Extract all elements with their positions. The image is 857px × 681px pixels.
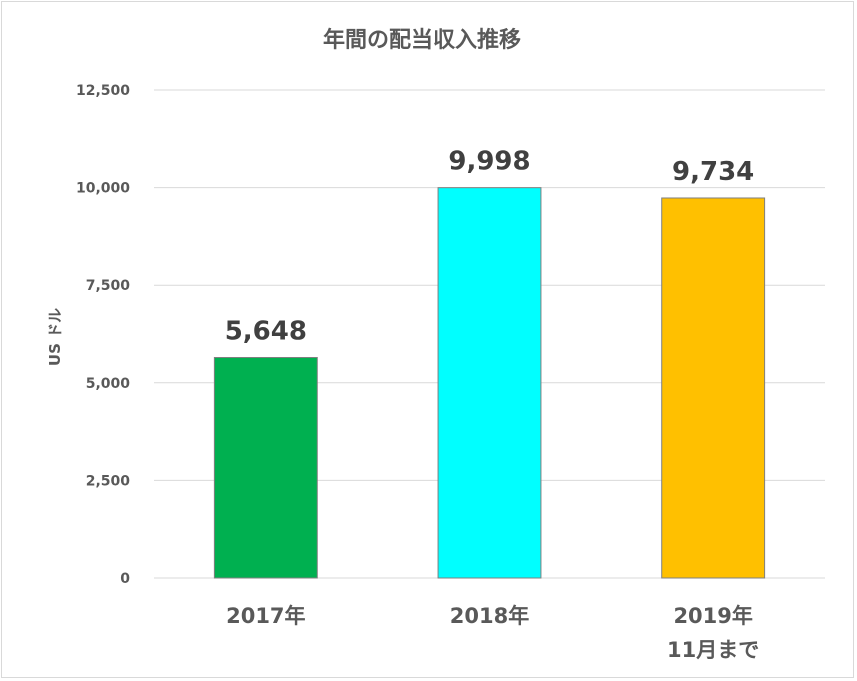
y-axis-label: US ドル [46,308,64,366]
x-tick-label: 2019年 [673,604,752,628]
x-axis-ticks: 2017年 2018年 2019年 11月まで [226,604,759,662]
y-tick-label: 12,500 [76,83,130,99]
y-tick-label: 7,500 [86,278,131,294]
bars [213,187,766,579]
chart-title: 年間の配当収入推移 [323,27,521,53]
x-tick-label: 2017年 [226,604,305,628]
bar [437,187,542,579]
y-tick-label: 2,500 [86,473,131,489]
x-tick-label: 11月まで [667,638,759,662]
data-label: 5,648 [225,317,307,347]
data-labels: 5,648 9,998 9,734 [225,147,755,347]
y-axis-ticks: 0 2,500 5,000 7,500 10,000 12,500 [76,83,130,587]
bar [213,357,318,579]
data-label: 9,998 [448,147,530,177]
data-label: 9,734 [672,157,754,187]
y-tick-label: 5,000 [86,376,131,392]
x-tick-label: 2018年 [450,604,529,628]
y-tick-label: 0 [120,571,130,587]
y-tick-label: 10,000 [76,181,130,197]
bar [661,197,766,579]
